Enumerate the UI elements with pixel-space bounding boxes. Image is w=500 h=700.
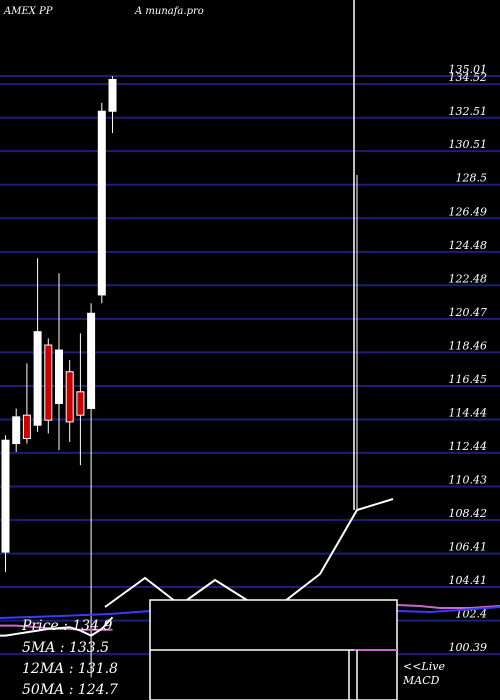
y-tick-label: 114.44 [449,407,488,420]
y-tick-label: 135.01 [449,63,488,76]
ma50-readout: 50MA : 124.7 [22,682,118,698]
ma-blue-right [396,606,500,614]
y-tick-label: 128.5 [456,172,488,185]
candle-body [108,79,117,112]
y-tick-label: 130.51 [449,138,488,151]
candle-body [1,439,10,553]
y-tick-label: 132.51 [449,105,488,118]
y-tick-label: 134.52 [449,71,488,84]
candle-body [44,344,53,421]
ma-white-line [0,616,114,637]
brand-label: A munafa.pro [135,6,204,17]
symbol-label: AMEX PP [4,6,53,17]
y-tick-label: 112.44 [449,440,488,453]
price-readout: Price : 134.9 [22,618,113,634]
y-tick-label: 110.43 [449,473,488,486]
y-tick-label: 102.4 [456,608,488,621]
live-macd-line1[interactable]: <<Live [403,660,445,673]
ma-pink-right [396,604,500,609]
y-tick-label: 100.39 [449,641,488,654]
y-tick-label: 108.42 [449,507,488,520]
y-tick-label: 124.48 [449,239,488,252]
ma5-readout: 5MA : 133.5 [22,640,110,656]
candle-body [65,371,74,423]
live-macd-line2[interactable]: MACD [403,674,440,687]
candle-body [33,331,42,426]
ma-blue-line [0,610,151,619]
candle-body [76,391,85,416]
y-tick-label: 122.48 [449,272,488,285]
ma12-readout: 12MA : 131.8 [22,661,118,677]
y-tick-label: 120.47 [449,306,488,319]
y-tick-label: 106.41 [449,541,488,554]
candle-body [97,110,106,296]
candle-body [12,416,21,445]
candle-body [22,414,31,440]
candle-body [55,349,63,404]
y-tick-label: 116.45 [449,373,488,386]
y-tick-label: 126.49 [449,205,488,218]
y-tick-label: 118.46 [449,339,488,352]
y-tick-label: 104.41 [449,574,488,587]
candle-body [87,312,96,409]
